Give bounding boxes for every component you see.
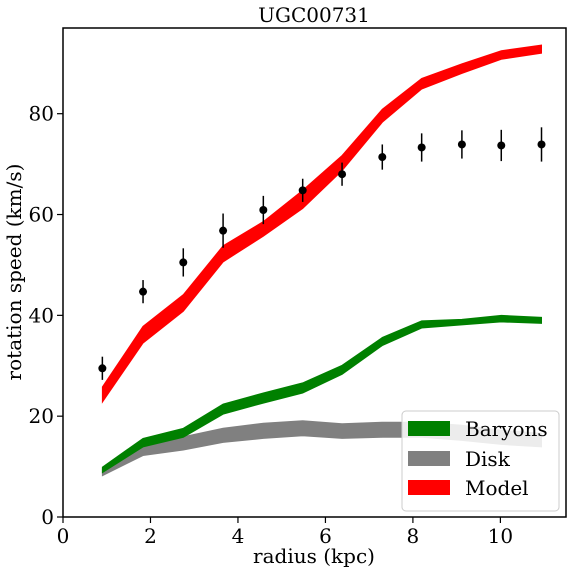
x-tick-label: 4 (232, 524, 245, 548)
observed-point (338, 170, 347, 179)
legend-label-baryons: Baryons (465, 417, 548, 441)
observed-point (98, 364, 107, 373)
legend-label-disk: Disk (465, 447, 511, 471)
x-tick-label: 0 (57, 524, 70, 548)
observed-point (457, 140, 466, 149)
observed-points (98, 127, 546, 380)
y-tick-label: 40 (29, 303, 54, 327)
observed-point (179, 258, 188, 267)
x-tick-label: 2 (144, 524, 157, 548)
band-baryons (101, 314, 542, 474)
observed-point (417, 143, 426, 152)
legend-swatch-model (408, 480, 450, 495)
observed-point (139, 287, 148, 296)
x-axis-ticks: 0 2 4 6 8 10 (57, 517, 513, 548)
observed-point (259, 205, 268, 214)
observed-point (219, 226, 228, 235)
y-axis-label: rotation speed (km/s) (2, 164, 26, 381)
observed-point (497, 141, 506, 150)
x-tick-label: 10 (488, 524, 513, 548)
x-tick-label: 6 (319, 524, 332, 548)
observed-point (537, 140, 546, 149)
y-tick-label: 0 (41, 505, 54, 529)
legend-swatch-baryons (408, 421, 450, 436)
legend-swatch-disk (408, 451, 450, 466)
chart-title: UGC00731 (258, 3, 370, 27)
observed-point (298, 186, 307, 195)
y-tick-label: 60 (29, 203, 54, 227)
y-tick-label: 80 (29, 102, 54, 126)
y-tick-label: 20 (29, 404, 54, 428)
x-axis-label: radius (kpc) (253, 544, 375, 568)
x-tick-label: 8 (407, 524, 420, 548)
observed-point (378, 153, 387, 162)
plot-frame (62, 27, 567, 518)
y-axis-ticks: 0 20 40 60 80 (29, 102, 63, 529)
legend: Baryons Disk Model (401, 410, 560, 512)
legend-label-model: Model (465, 476, 529, 500)
